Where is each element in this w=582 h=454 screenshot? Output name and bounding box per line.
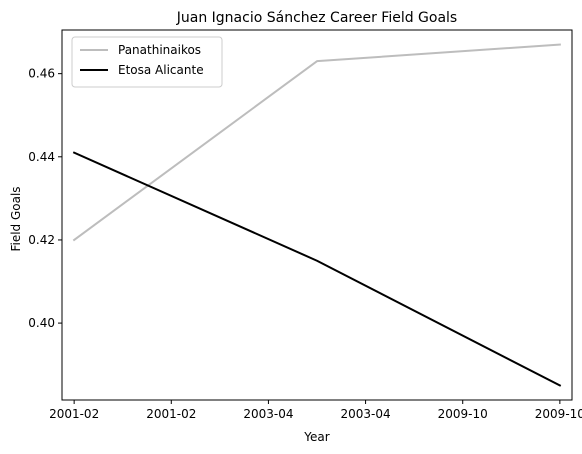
plot-area: 2001-02 2001-02 2003-04 2003-04 2009-10 2009-…: [28, 29, 582, 421]
x-tick-label: 2001-02: [146, 407, 196, 421]
legend-entry-label: Etosa Alicante: [118, 63, 204, 77]
legend: Panathinaikos Etosa Alicante: [71, 36, 223, 88]
y-tick-label: 0.44: [28, 150, 55, 164]
x-tick-label: 2009-10: [535, 407, 582, 421]
x-axis-label: Year: [303, 430, 329, 444]
y-tick-label: 0.40: [28, 316, 55, 330]
x-tick-label: 2009-10: [438, 407, 488, 421]
x-tick-label: 2001-02: [49, 407, 99, 421]
chart-title: Juan Ignacio Sánchez Career Field Goals: [176, 10, 457, 26]
x-tick-label: 2003-04: [243, 407, 293, 421]
series-line-2: [72, 151, 562, 387]
plot-frame: [61, 29, 573, 401]
legend-entry-label: Panathinaikos: [118, 43, 201, 57]
y-axis-label: Field Goals: [9, 186, 23, 251]
legend-box: [71, 36, 223, 88]
x-tick-label: 2003-04: [341, 407, 391, 421]
series-line-1: [72, 43, 561, 242]
y-tick-label: 0.42: [28, 233, 55, 247]
y-tick-label: 0.46: [28, 67, 55, 81]
